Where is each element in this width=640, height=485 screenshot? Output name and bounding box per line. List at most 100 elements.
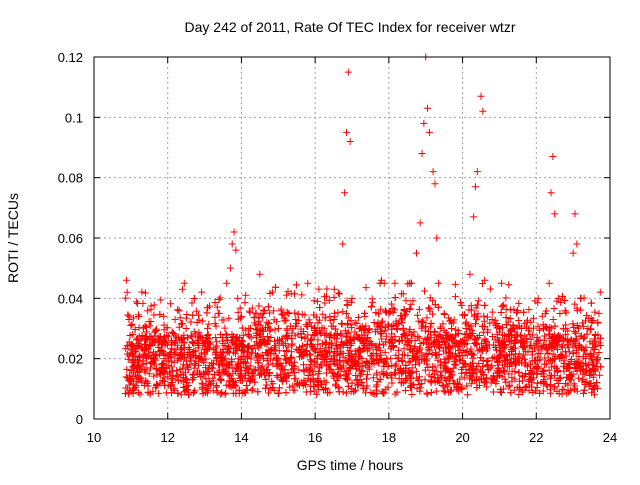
data-point: [415, 305, 423, 313]
data-point: [199, 317, 207, 325]
data-point: [348, 294, 356, 302]
data-point: [230, 340, 238, 348]
data-point: [176, 314, 184, 322]
data-point: [311, 347, 319, 355]
data-point: [150, 311, 158, 319]
data-point: [406, 305, 414, 313]
y-tick-label: 0.12: [58, 50, 83, 65]
data-point: [263, 332, 271, 340]
data-point: [479, 107, 487, 115]
data-point: [483, 383, 491, 391]
data-point: [533, 370, 541, 378]
data-point: [315, 385, 323, 393]
data-point: [373, 371, 381, 379]
data-point: [489, 376, 497, 384]
data-point: [358, 326, 366, 334]
data-point: [198, 379, 206, 387]
data-point: [310, 383, 318, 391]
data-point: [326, 340, 334, 348]
data-point: [377, 328, 385, 336]
data-point: [363, 370, 371, 378]
data-point: [399, 290, 407, 298]
data-point: [414, 332, 422, 340]
data-point: [436, 344, 444, 352]
data-point: [515, 369, 523, 377]
data-point: [160, 312, 168, 320]
data-point: [486, 319, 494, 327]
data-point: [345, 364, 353, 372]
y-tick-label: 0.06: [58, 231, 83, 246]
data-point: [515, 391, 523, 399]
data-point: [313, 297, 321, 305]
data-point: [343, 389, 351, 397]
data-point: [414, 311, 421, 319]
data-point: [279, 335, 287, 343]
data-point: [438, 382, 446, 390]
data-point: [502, 305, 510, 313]
data-point: [534, 299, 542, 307]
data-point: [174, 372, 182, 380]
data-point: [298, 291, 306, 299]
data-point: [205, 320, 213, 328]
data-point: [410, 328, 418, 336]
data-point: [305, 350, 313, 358]
data-point: [327, 330, 335, 338]
data-point: [400, 345, 408, 353]
data-point: [265, 327, 273, 335]
data-point: [588, 389, 596, 397]
data-point: [308, 367, 316, 375]
data-point: [225, 348, 233, 356]
data-point: [427, 379, 435, 387]
data-point: [557, 298, 565, 306]
data-point: [323, 285, 331, 293]
x-tick-label: 20: [455, 430, 469, 445]
data-point: [371, 390, 379, 398]
data-point: [129, 314, 137, 322]
data-point: [209, 360, 217, 368]
data-point: [427, 319, 435, 327]
data-point: [447, 386, 455, 394]
data-point: [245, 332, 253, 340]
data-point: [459, 363, 467, 371]
data-point: [586, 379, 594, 387]
data-point: [326, 357, 334, 365]
data-point: [553, 297, 561, 305]
y-tick-label: 0.02: [58, 352, 83, 367]
data-point: [153, 381, 161, 389]
data-point: [317, 381, 325, 389]
data-point: [488, 315, 496, 323]
data-point: [269, 360, 277, 368]
data-point: [265, 389, 272, 397]
data-point: [564, 335, 572, 343]
data-point: [307, 376, 315, 384]
data-point: [367, 302, 375, 310]
data-point: [451, 293, 459, 301]
data-point: [218, 390, 226, 398]
data-point: [252, 309, 260, 317]
data-point: [426, 294, 434, 302]
data-point: [542, 323, 550, 331]
data-point: [571, 210, 579, 218]
data-point: [246, 308, 254, 316]
data-point: [263, 357, 271, 365]
data-point: [378, 335, 386, 343]
data-point: [326, 316, 334, 324]
data-point: [539, 387, 547, 395]
data-point: [348, 354, 356, 362]
data-point: [464, 391, 472, 399]
data-point: [190, 348, 198, 356]
data-point: [287, 348, 295, 356]
data-point: [163, 331, 171, 339]
data-point: [391, 279, 399, 287]
data-point: [404, 351, 412, 359]
data-point: [315, 370, 323, 378]
data-point: [330, 285, 338, 293]
data-point: [424, 363, 432, 371]
data-point: [441, 359, 449, 367]
data-point: [576, 332, 584, 340]
data-point: [534, 337, 542, 345]
data-point: [305, 316, 313, 324]
